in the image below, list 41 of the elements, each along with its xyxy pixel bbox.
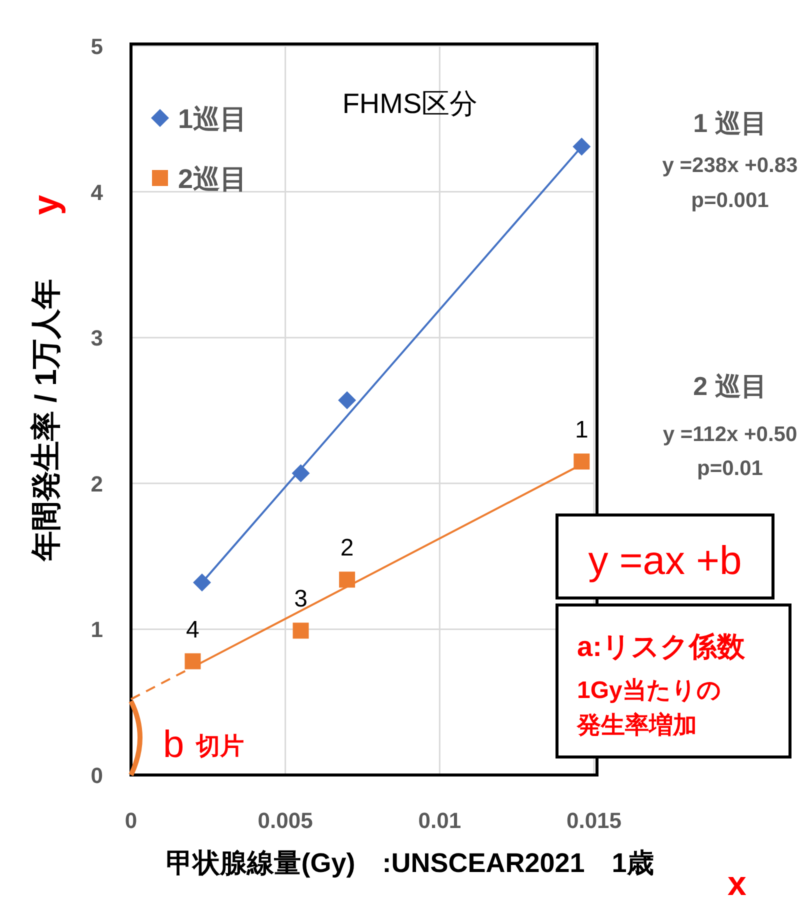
annotation: b	[163, 724, 184, 766]
x-tick-label: 0.01	[418, 808, 462, 833]
legend-label: 1巡目	[178, 104, 248, 134]
x-axis-title: 甲状腺線量(Gy) :UNSCEAR2021 1歳	[166, 848, 654, 878]
y-tick-label: 3	[90, 326, 103, 351]
annotation: 切片	[195, 733, 244, 760]
annotation: 1	[574, 416, 588, 444]
text: x	[728, 865, 747, 903]
text: p=0.001	[691, 189, 770, 212]
point	[339, 572, 356, 588]
legend-label: 2巡目	[178, 164, 248, 194]
x-tick-label: 0.005	[258, 808, 313, 833]
x-tick-label: 0.015	[566, 808, 622, 833]
annotation: 1Gy当たりの	[577, 677, 722, 704]
point	[574, 454, 590, 470]
text: p=0.01	[697, 457, 764, 480]
point	[338, 391, 356, 410]
x-tick-label: 0	[124, 808, 138, 833]
point	[192, 574, 211, 592]
text: y =238x +0.83	[662, 154, 798, 177]
y-axis-title: 年間発生率 / 1万人年	[29, 279, 63, 562]
text: y	[25, 194, 66, 216]
annotation: 2	[340, 534, 354, 562]
y-tick-label: 5	[90, 34, 103, 59]
annotation: 3	[294, 586, 308, 613]
point	[292, 622, 309, 639]
text: 1 巡目	[693, 108, 767, 138]
annotation: y =ax +b	[588, 539, 742, 583]
y-tick-label: 2	[90, 471, 103, 496]
y-tick-label: 4	[90, 180, 104, 205]
y-tick-label: 0	[90, 763, 103, 788]
y-tick-label: 1	[90, 617, 103, 642]
annotation: a:リスク係数	[577, 631, 746, 662]
text: y =112x +0.50	[662, 423, 798, 446]
text: 2 巡目	[693, 371, 767, 401]
text: FHMS区分	[342, 88, 478, 119]
point	[184, 653, 201, 670]
annotation: 発生率増加	[576, 711, 697, 739]
point	[572, 138, 591, 156]
point	[292, 464, 310, 482]
annotation: 4	[186, 616, 200, 644]
